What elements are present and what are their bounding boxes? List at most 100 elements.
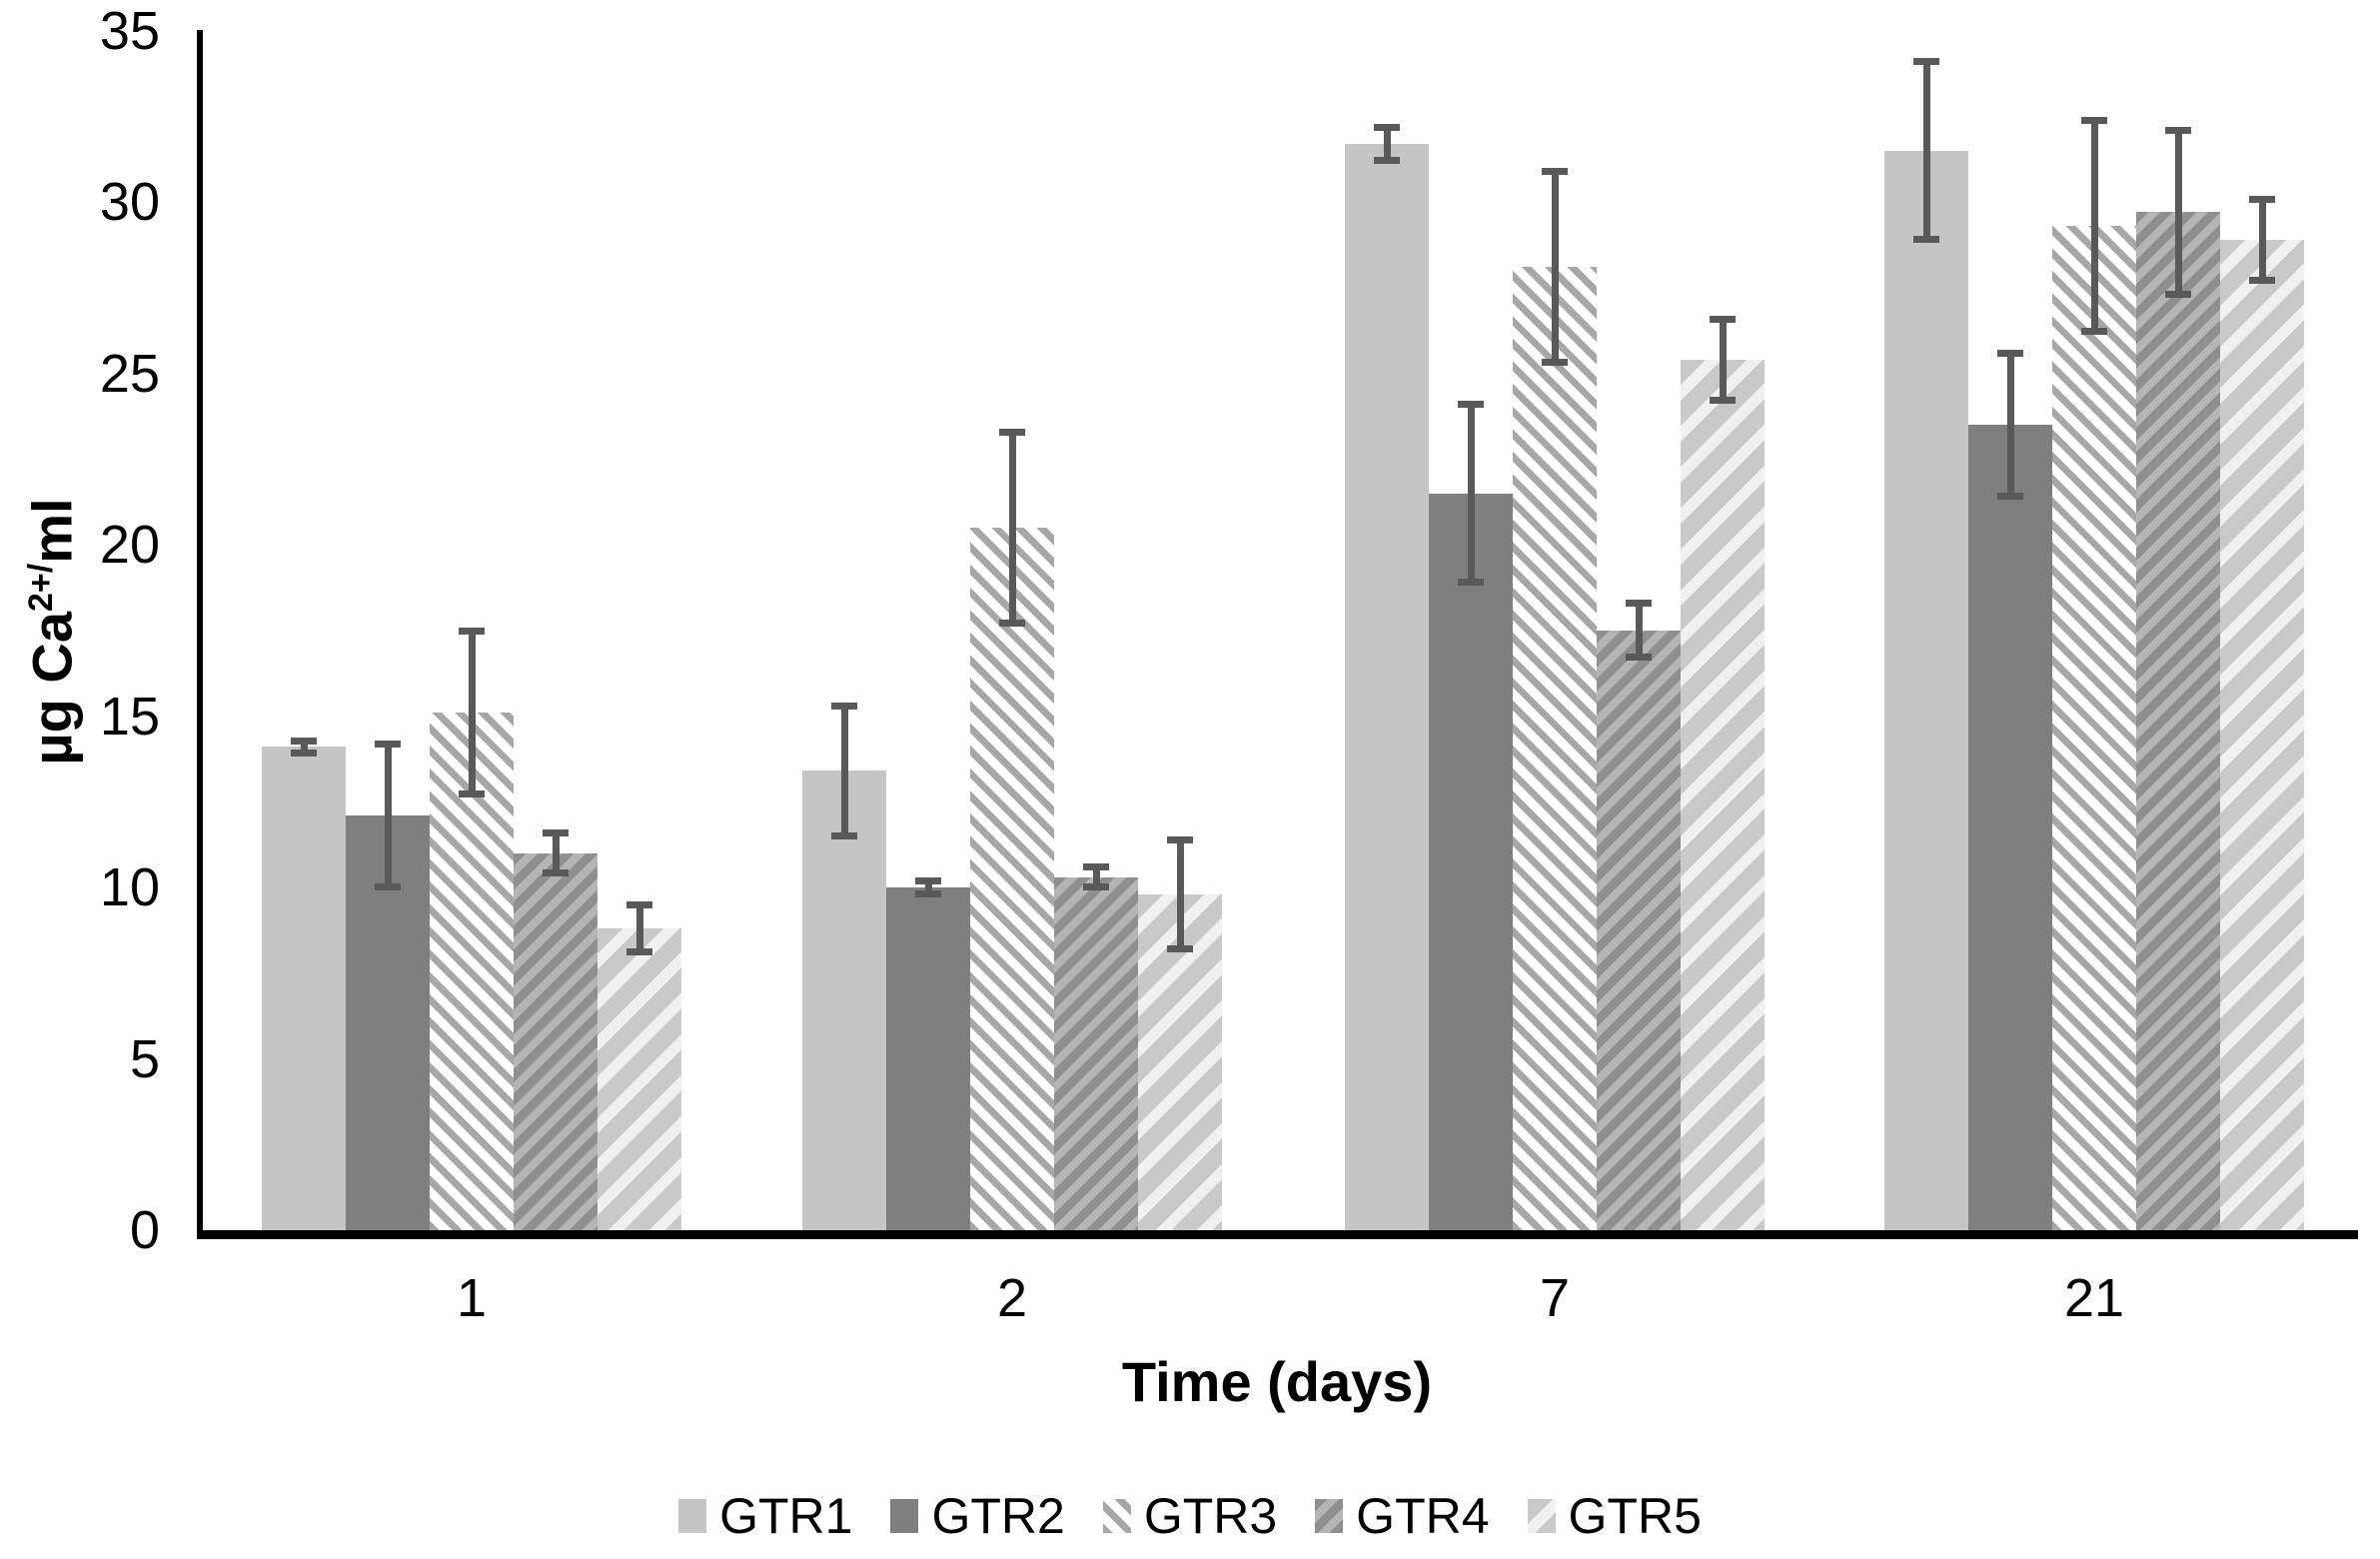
y-tick-label-10: 10 (99, 857, 160, 917)
bar-GTR5-day7 (1681, 359, 1765, 1230)
y-tick-label-0: 0 (129, 1200, 160, 1260)
bar-GTR2-day21 (1968, 424, 2052, 1230)
error-bar-bottom-cap-GTR1-day7 (1374, 156, 1400, 164)
error-bar-bottom-cap-GTR2-day2 (915, 889, 941, 897)
error-bar-line-GTR4-day7 (1635, 603, 1643, 659)
x-axis-title: Time (days) (1121, 1350, 1433, 1413)
bar-GTR2-day2 (886, 887, 970, 1230)
bar-GTR3-day7 (1513, 267, 1597, 1230)
legend-swatch-GTR4 (1315, 1499, 1344, 1533)
bar-GTR1-day21 (1884, 150, 1968, 1230)
legend-swatch-GTR2 (890, 1499, 919, 1533)
legend-item-GTR1: GTR1 (678, 1491, 852, 1541)
bar-GTR5-day21 (2220, 239, 2304, 1230)
x-tick-label-1: 1 (456, 1268, 488, 1328)
bar-GTR3-day1 (430, 713, 514, 1230)
bar-GTR1-day1 (262, 747, 346, 1230)
error-bar-top-cap-GTR4-day1 (543, 829, 569, 837)
error-bar-bottom-cap-GTR5-day7 (1710, 396, 1736, 404)
error-bar-line-GTR5-day21 (2258, 198, 2266, 281)
error-bar-line-GTR2-day21 (2006, 352, 2014, 497)
legend-label-GTR1: GTR1 (719, 1488, 853, 1544)
y-tick-label-5: 5 (129, 1028, 160, 1089)
error-bar-top-cap-GTR3-day1 (459, 627, 485, 635)
error-bar-line-GTR2-day2 (924, 880, 932, 894)
legend-item-GTR2: GTR2 (890, 1488, 1065, 1544)
error-bar-bottom-cap-GTR4-day7 (1626, 654, 1652, 662)
x-axis-line (197, 1230, 2358, 1239)
legend-label-GTR4: GTR4 (1356, 1488, 1490, 1544)
y-tick-label-25: 25 (99, 343, 160, 404)
bar-GTR1-day2 (802, 771, 886, 1230)
bar-GTR3-day2 (970, 527, 1054, 1230)
error-bar-top-cap-GTR3-day21 (2081, 116, 2107, 124)
error-bar-line-GTR1-day2 (840, 706, 848, 836)
error-bar-top-cap-GTR2-day1 (375, 740, 401, 748)
error-bar-bottom-cap-GTR3-day7 (1542, 359, 1568, 367)
error-bar-top-cap-GTR4-day7 (1626, 600, 1652, 608)
error-bar-top-cap-GTR2-day7 (1458, 401, 1484, 409)
legend: GTR1 GTR2 GTR3 GTR4 GTR5 (0, 1485, 2380, 1547)
bar-GTR2-day7 (1429, 493, 1513, 1230)
error-bar-top-cap-GTR5-day2 (1167, 835, 1193, 843)
error-bar-bottom-cap-GTR1-day21 (1913, 235, 1939, 243)
error-bar-bottom-cap-GTR4-day2 (1083, 883, 1109, 890)
error-bar-line-GTR1-day21 (1922, 61, 1930, 240)
error-bar-line-GTR3-day21 (2090, 119, 2098, 333)
error-bar-line-GTR1-day1 (300, 740, 308, 755)
error-bar-bottom-cap-GTR1-day1 (291, 750, 317, 758)
error-bar-top-cap-GTR1-day1 (291, 737, 317, 745)
error-bar-line-GTR3-day2 (1008, 431, 1016, 624)
legend-swatch-GTR5 (1527, 1499, 1556, 1533)
x-tick-label-2: 2 (996, 1268, 1028, 1328)
error-bar-top-cap-GTR1-day2 (831, 703, 857, 711)
legend-label-GTR5: GTR5 (1568, 1488, 1702, 1544)
bar-GTR4-day7 (1597, 630, 1681, 1230)
legend-item-GTR4: GTR4 (1315, 1488, 1490, 1544)
error-bar-line-GTR4-day21 (2174, 129, 2182, 295)
error-bar-top-cap-GTR1-day7 (1374, 123, 1400, 131)
error-bar-bottom-cap-GTR2-day1 (375, 883, 401, 890)
error-bar-top-cap-GTR1-day21 (1913, 58, 1939, 66)
error-bar-bottom-cap-GTR5-day1 (626, 948, 652, 956)
bar-GTR1-day7 (1345, 143, 1429, 1230)
error-bar-line-GTR5-day2 (1176, 838, 1184, 949)
legend-item-GTR3: GTR3 (1102, 1488, 1278, 1544)
bar-GTR4-day2 (1054, 876, 1138, 1230)
error-bar-bottom-cap-GTR1-day2 (831, 831, 857, 839)
bar-GTR4-day1 (514, 852, 597, 1230)
error-bar-line-GTR3-day1 (468, 630, 476, 795)
error-bar-top-cap-GTR5-day7 (1710, 315, 1736, 323)
error-bar-top-cap-GTR5-day1 (626, 901, 652, 909)
error-bar-bottom-cap-GTR3-day2 (999, 619, 1025, 627)
error-bar-bottom-cap-GTR3-day1 (459, 790, 485, 798)
error-bar-line-GTR5-day7 (1719, 318, 1727, 401)
error-bar-bottom-cap-GTR2-day21 (1997, 492, 2023, 500)
bar-GTR4-day21 (2136, 212, 2220, 1230)
y-tick-label-30: 30 (99, 172, 160, 232)
error-bar-line-GTR3-day7 (1551, 171, 1559, 364)
error-bar-top-cap-GTR5-day21 (2249, 195, 2275, 203)
legend-label-GTR2: GTR2 (931, 1488, 1065, 1544)
y-tick-label-35: 35 (99, 0, 160, 61)
error-bar-top-cap-GTR4-day21 (2165, 126, 2191, 134)
error-bar-line-GTR5-day1 (635, 904, 643, 953)
legend-swatch-GTR1 (678, 1499, 707, 1533)
error-bar-top-cap-GTR4-day2 (1083, 863, 1109, 871)
error-bar-line-GTR2-day1 (384, 743, 392, 887)
error-bar-bottom-cap-GTR2-day7 (1458, 578, 1484, 586)
error-bar-bottom-cap-GTR3-day21 (2081, 328, 2107, 336)
bar-GTR3-day21 (2052, 226, 2136, 1230)
error-bar-line-GTR4-day2 (1092, 866, 1100, 887)
error-bar-line-GTR4-day1 (552, 832, 560, 874)
error-bar-bottom-cap-GTR5-day2 (1167, 944, 1193, 952)
legend-swatch-GTR3 (1102, 1499, 1131, 1533)
bar-GTR5-day1 (597, 928, 681, 1230)
error-bar-top-cap-GTR3-day2 (999, 428, 1025, 436)
error-bar-bottom-cap-GTR4-day21 (2165, 290, 2191, 298)
x-tick-label-21: 21 (2063, 1268, 2125, 1328)
legend-item-GTR5: GTR5 (1527, 1488, 1702, 1544)
error-bar-bottom-cap-GTR5-day21 (2249, 276, 2275, 284)
legend-label-GTR3: GTR3 (1143, 1488, 1278, 1544)
